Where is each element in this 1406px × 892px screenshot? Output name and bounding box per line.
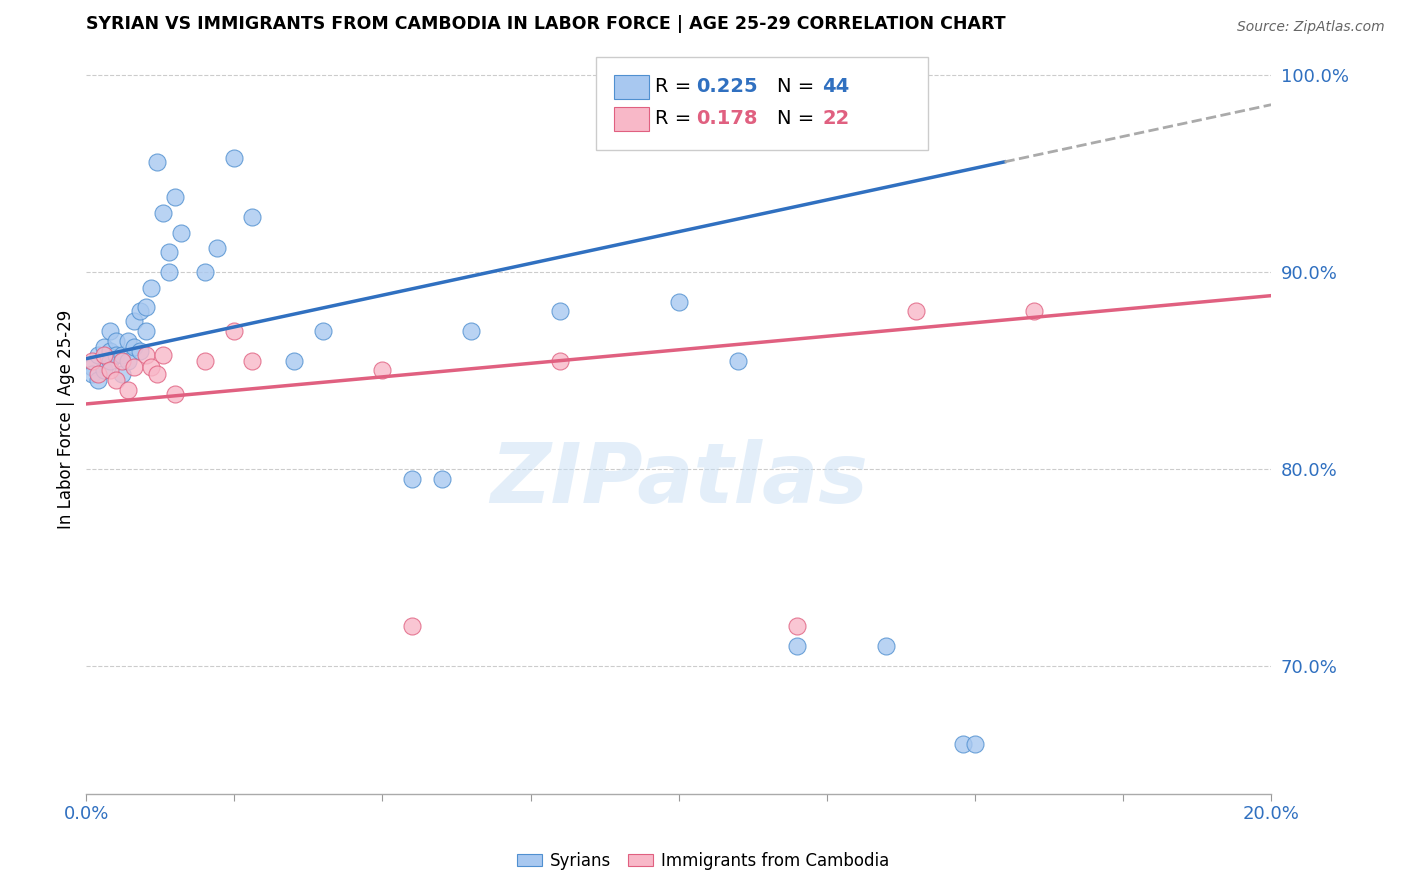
Text: 22: 22 xyxy=(823,110,849,128)
Point xyxy=(157,265,180,279)
Point xyxy=(117,334,139,348)
Point xyxy=(157,245,180,260)
Point xyxy=(98,343,121,358)
Point xyxy=(205,241,228,255)
Point xyxy=(963,738,986,752)
Point xyxy=(122,340,145,354)
Point xyxy=(727,353,749,368)
Point xyxy=(1024,304,1046,318)
Point xyxy=(146,154,169,169)
Point xyxy=(224,151,246,165)
Point xyxy=(430,472,453,486)
Point xyxy=(460,324,482,338)
Text: Source: ZipAtlas.com: Source: ZipAtlas.com xyxy=(1237,20,1385,34)
Point xyxy=(87,373,110,387)
Point xyxy=(93,340,115,354)
Point xyxy=(401,619,423,633)
Point xyxy=(668,294,690,309)
Point xyxy=(240,353,263,368)
FancyBboxPatch shape xyxy=(613,107,650,131)
Point xyxy=(194,265,217,279)
Y-axis label: In Labor Force | Age 25-29: In Labor Force | Age 25-29 xyxy=(58,310,75,529)
Point xyxy=(98,353,121,368)
Point xyxy=(904,304,927,318)
Point xyxy=(98,324,121,338)
Text: SYRIAN VS IMMIGRANTS FROM CAMBODIA IN LABOR FORCE | AGE 25-29 CORRELATION CHART: SYRIAN VS IMMIGRANTS FROM CAMBODIA IN LA… xyxy=(86,15,1005,33)
Point xyxy=(117,353,139,368)
Point xyxy=(152,348,174,362)
Point xyxy=(82,368,104,382)
Text: N =: N = xyxy=(778,110,821,128)
Point xyxy=(117,383,139,397)
Point xyxy=(111,368,134,382)
Point xyxy=(141,359,163,374)
Point xyxy=(135,348,157,362)
Point xyxy=(82,359,104,374)
Point xyxy=(283,353,305,368)
Point xyxy=(135,301,157,315)
Point xyxy=(548,353,571,368)
Point xyxy=(165,387,187,401)
Point xyxy=(111,348,134,362)
FancyBboxPatch shape xyxy=(613,75,650,99)
Point xyxy=(371,363,394,377)
Text: 44: 44 xyxy=(823,78,849,96)
Point xyxy=(128,343,150,358)
Point xyxy=(98,363,121,377)
Point xyxy=(135,324,157,338)
Text: 0.225: 0.225 xyxy=(696,78,758,96)
Point xyxy=(82,353,104,368)
Point xyxy=(170,226,193,240)
Text: R =: R = xyxy=(655,78,697,96)
Point xyxy=(93,363,115,377)
Point xyxy=(122,314,145,328)
Point xyxy=(952,738,974,752)
Point xyxy=(152,206,174,220)
Point xyxy=(87,348,110,362)
Point xyxy=(104,348,127,362)
Point xyxy=(401,472,423,486)
Point xyxy=(141,281,163,295)
Point xyxy=(194,353,217,368)
Text: N =: N = xyxy=(778,78,821,96)
Point xyxy=(875,639,897,653)
Point xyxy=(146,368,169,382)
Point xyxy=(87,368,110,382)
Text: R =: R = xyxy=(655,110,697,128)
Point xyxy=(224,324,246,338)
FancyBboxPatch shape xyxy=(596,57,928,151)
Point xyxy=(240,210,263,224)
Point xyxy=(104,334,127,348)
Point xyxy=(104,373,127,387)
Point xyxy=(165,190,187,204)
Point xyxy=(786,639,808,653)
Point xyxy=(93,348,115,362)
Point xyxy=(128,304,150,318)
Point xyxy=(122,359,145,374)
Legend: Syrians, Immigrants from Cambodia: Syrians, Immigrants from Cambodia xyxy=(510,846,896,877)
Text: 0.178: 0.178 xyxy=(696,110,758,128)
Point xyxy=(786,619,808,633)
Point xyxy=(312,324,335,338)
Text: ZIPatlas: ZIPatlas xyxy=(489,439,868,520)
Point xyxy=(548,304,571,318)
Point xyxy=(111,353,134,368)
